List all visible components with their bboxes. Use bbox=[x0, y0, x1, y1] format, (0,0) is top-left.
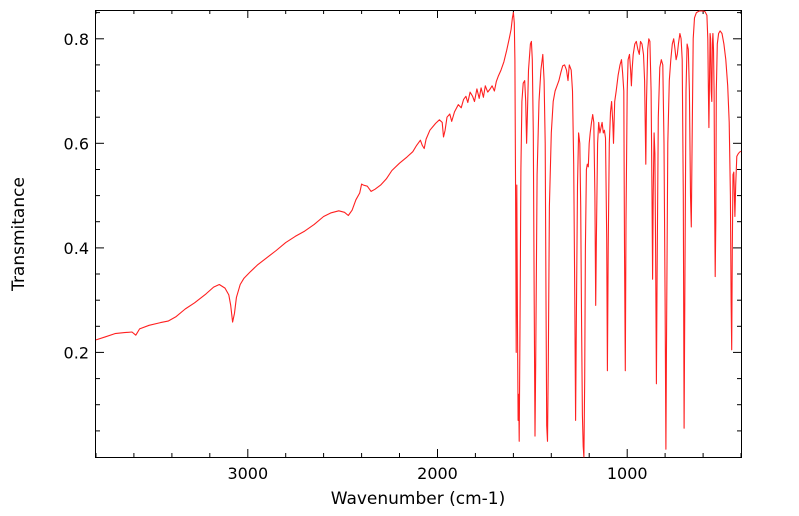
x-tick-label: 3000 bbox=[227, 464, 268, 483]
y-axis-label: Transmitance bbox=[9, 177, 29, 292]
x-axis-label: Wavenumber (cm-1) bbox=[331, 489, 506, 509]
x-axis-ticks: 3000 2000 1000 bbox=[95, 10, 742, 483]
y-tick-label: 0.2 bbox=[64, 343, 89, 362]
x-tick-label: 1000 bbox=[607, 464, 648, 483]
y-axis-ticks: 0.2 0.4 0.6 0.8 bbox=[64, 12, 741, 432]
y-tick-label: 0.6 bbox=[64, 134, 89, 153]
spectrum-series-line bbox=[95, 10, 742, 458]
y-tick-label: 0.8 bbox=[64, 30, 89, 49]
x-tick-label: 2000 bbox=[417, 464, 458, 483]
plot-area-frame bbox=[95, 10, 742, 458]
y-tick-label: 0.4 bbox=[64, 239, 89, 258]
